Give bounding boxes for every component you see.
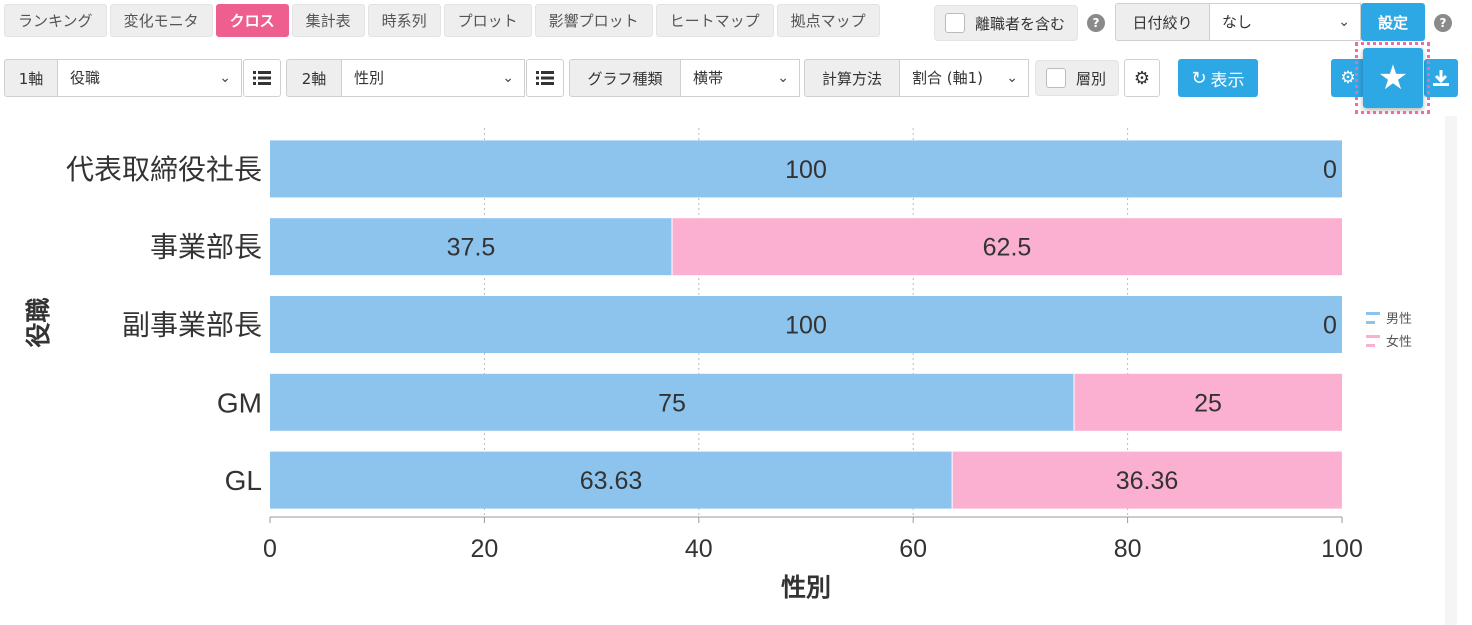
layer-checkbox[interactable] — [1046, 68, 1066, 88]
config-button[interactable]: ⚙ — [1331, 59, 1365, 97]
graph-type-select[interactable]: 横帯 ⌄ — [680, 59, 800, 97]
tab-location-map[interactable]: 拠点マップ — [776, 4, 880, 37]
data-label: 36.36 — [1116, 467, 1179, 495]
star-icon: ★ — [1377, 58, 1409, 98]
axis1-list-button[interactable] — [243, 59, 281, 97]
tab-change-monitor[interactable]: 変化モニタ — [109, 4, 213, 37]
help-icon[interactable]: ? — [1087, 14, 1105, 32]
legend-swatch-female — [1366, 334, 1380, 347]
axis2-label: 2軸 — [286, 59, 342, 97]
graph-type-value: 横帯 — [693, 69, 724, 87]
favorite-button[interactable]: ★ — [1363, 48, 1423, 108]
bar-segment — [672, 218, 1342, 276]
axis2-value: 性別 — [354, 69, 385, 87]
tab-heatmap[interactable]: ヒートマップ — [655, 4, 774, 37]
calc-method-value: 割合 (軸1) — [912, 69, 984, 87]
category-label: 副事業部長 — [122, 310, 262, 341]
bar-segment — [270, 373, 1074, 431]
axis1-select[interactable]: 役職 ⌄ — [57, 59, 242, 97]
x-tick-label: 80 — [1114, 535, 1142, 563]
legend-item-male[interactable]: 男性 — [1366, 306, 1412, 329]
list-icon — [253, 71, 271, 85]
x-axis-title: 性別 — [781, 574, 831, 602]
tab-impact-plot[interactable]: 影響プロット — [534, 4, 653, 37]
legend-swatch-male — [1366, 311, 1380, 324]
include-retired-group: 離職者を含む — [934, 5, 1078, 41]
axis1-label: 1軸 — [4, 59, 58, 97]
tab-summary-table[interactable]: 集計表 — [291, 4, 365, 37]
chart-legend: 男性 女性 — [1366, 306, 1412, 352]
gear-icon: ⚙ — [1340, 68, 1356, 88]
calc-method-label: 計算方法 — [804, 59, 900, 97]
bar-segment — [270, 451, 953, 509]
tab-ranking[interactable]: ランキング — [4, 4, 107, 37]
axis1-value: 役職 — [70, 69, 101, 87]
refresh-icon: ↻ — [1191, 67, 1207, 89]
bar-segment — [270, 218, 672, 276]
options-button[interactable]: ⚙ — [1124, 59, 1160, 97]
chevron-down-icon: ⌄ — [1338, 14, 1350, 30]
legend-item-female[interactable]: 女性 — [1366, 329, 1412, 352]
date-filter-select[interactable]: なし ⌄ — [1209, 3, 1361, 41]
tab-plot[interactable]: プロット — [443, 4, 532, 37]
tab-time-series[interactable]: 時系列 — [367, 4, 441, 37]
x-tick-label: 0 — [263, 535, 277, 563]
axis2-select[interactable]: 性別 ⌄ — [341, 59, 525, 97]
legend-label-male: 男性 — [1386, 312, 1413, 327]
settings-button[interactable]: 設定 — [1361, 3, 1425, 41]
category-label: GL — [225, 465, 262, 496]
x-tick-label: 100 — [1321, 535, 1363, 563]
category-label: GM — [217, 387, 262, 418]
list-icon — [536, 71, 554, 85]
chevron-down-icon: ⌄ — [1006, 70, 1018, 86]
bar-segment — [1074, 373, 1342, 431]
bar-segment — [952, 451, 1342, 509]
data-label: 37.5 — [447, 234, 496, 262]
data-label: 0 — [1323, 312, 1337, 340]
data-label: 100 — [785, 156, 827, 184]
help-icon[interactable]: ? — [1434, 14, 1452, 32]
x-tick-label: 40 — [685, 535, 713, 563]
x-tick-label: 20 — [470, 535, 498, 563]
data-label: 63.63 — [580, 467, 643, 495]
data-label: 100 — [785, 312, 827, 340]
legend-label-female: 女性 — [1386, 335, 1413, 350]
axis2-list-button[interactable] — [526, 59, 564, 97]
data-label: 25 — [1194, 389, 1222, 417]
bar-segment — [270, 140, 1342, 198]
graph-type-label: グラフ種類 — [569, 59, 681, 97]
bar-segment — [270, 296, 1342, 353]
favorite-highlight — [1355, 42, 1430, 114]
chevron-down-icon: ⌄ — [777, 70, 789, 86]
include-retired-checkbox[interactable] — [945, 13, 965, 33]
layer-label: 層別 — [1076, 69, 1107, 88]
category-label: 事業部長 — [150, 232, 262, 263]
chevron-down-icon: ⌄ — [502, 70, 514, 86]
x-tick-label: 60 — [899, 535, 927, 563]
calc-method-select[interactable]: 割合 (軸1) ⌄ — [899, 59, 1029, 97]
show-button-label: 表示 — [1210, 70, 1245, 91]
scrollbar[interactable] — [1445, 116, 1457, 625]
date-filter-value: なし — [1222, 13, 1253, 31]
chevron-down-icon: ⌄ — [219, 70, 231, 86]
gear-icon: ⚙ — [1133, 67, 1151, 89]
tab-cross[interactable]: クロス — [215, 4, 289, 37]
data-label: 75 — [658, 389, 686, 417]
show-button[interactable]: ↻ 表示 — [1178, 59, 1258, 97]
data-label: 0 — [1323, 156, 1337, 184]
date-filter-label: 日付絞り — [1115, 3, 1210, 41]
y-axis-title: 役職 — [24, 297, 53, 347]
include-retired-label: 離職者を含む — [975, 14, 1066, 33]
download-icon — [1433, 70, 1449, 86]
category-label: 代表取締役社長 — [66, 154, 262, 185]
data-label: 62.5 — [983, 234, 1032, 262]
view-tabs: ランキング 変化モニタ クロス 集計表 時系列 プロット 影響プロット ヒートマ… — [4, 4, 880, 37]
layer-group: 層別 — [1035, 60, 1119, 96]
